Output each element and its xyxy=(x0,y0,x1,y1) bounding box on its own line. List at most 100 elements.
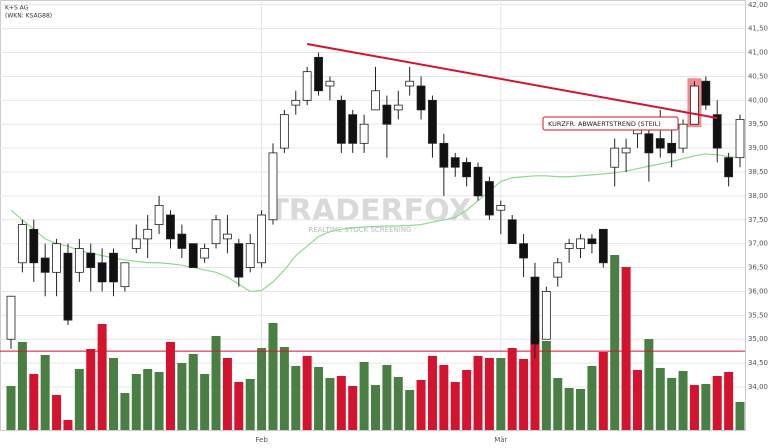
y-tick-label: 40,50 xyxy=(748,72,768,80)
chart-subtitle: (WKN: KSAG88) xyxy=(5,13,52,20)
watermark-sub: REALTIME STOCK SCREENING xyxy=(309,226,412,234)
chart-title: K+S AG xyxy=(5,5,29,12)
volume-bar xyxy=(462,370,472,430)
candle-body xyxy=(234,243,244,278)
volume-bar xyxy=(735,402,745,430)
volume-bar xyxy=(177,363,187,430)
trend-line xyxy=(306,42,718,119)
volume-bar xyxy=(644,339,654,430)
volume-bar xyxy=(667,378,677,430)
candle-body xyxy=(598,228,608,264)
candle-body xyxy=(587,238,597,245)
y-tick-label: 41,00 xyxy=(748,49,768,57)
candle-body xyxy=(428,99,437,144)
x-tick-label: Mär xyxy=(494,436,507,444)
volume-bar xyxy=(188,354,198,430)
candle-body xyxy=(245,243,255,268)
candle-body xyxy=(371,90,380,111)
y-tick-label: 41,50 xyxy=(748,25,768,33)
volume-bar xyxy=(382,365,392,430)
volume-bar xyxy=(120,393,130,430)
candle-body xyxy=(610,147,620,168)
volume-bar xyxy=(689,385,699,430)
candle-body xyxy=(735,119,745,159)
volume-bar xyxy=(6,386,16,430)
volume-bar xyxy=(154,372,164,430)
volume-bar xyxy=(211,336,221,430)
candle-body xyxy=(314,56,323,92)
volume-bar xyxy=(576,389,586,430)
candle-body xyxy=(450,157,460,168)
candle-body xyxy=(519,243,528,259)
candle-body xyxy=(405,80,415,87)
candle-body xyxy=(29,228,39,264)
moving-average xyxy=(10,153,741,293)
volume-bar xyxy=(29,374,39,430)
volume-bar xyxy=(393,377,403,430)
volume-bar xyxy=(598,352,608,430)
volume-bar xyxy=(302,356,312,430)
volume-bar xyxy=(359,362,369,430)
volume-bar xyxy=(165,342,175,430)
volume-bar xyxy=(291,366,301,430)
volume-bar xyxy=(245,379,255,430)
volume-bar xyxy=(610,255,620,430)
candle-body xyxy=(336,99,346,144)
candle-body xyxy=(63,252,73,321)
annotation-box xyxy=(542,116,679,131)
volume-bar xyxy=(200,374,210,430)
volume-bar xyxy=(724,372,734,430)
y-tick-label: 35,00 xyxy=(748,335,768,343)
candle-body xyxy=(325,80,335,87)
y-tick-label: 36,00 xyxy=(748,287,768,295)
candle-body xyxy=(223,233,232,240)
candle-body xyxy=(359,123,369,144)
volume-bar xyxy=(416,380,426,430)
volume-bar xyxy=(484,358,494,430)
volume-bar xyxy=(519,359,529,430)
volume-bar xyxy=(63,420,73,430)
candle-body xyxy=(131,238,141,249)
candle-body xyxy=(678,123,688,149)
candle-body xyxy=(291,99,301,106)
candle-body xyxy=(621,147,631,154)
candle-body xyxy=(257,214,266,264)
candle-body xyxy=(667,142,677,154)
candle-body xyxy=(439,142,449,168)
volume-bar xyxy=(496,358,506,430)
candle-body xyxy=(553,262,563,278)
y-tick-label: 37,00 xyxy=(748,240,768,248)
candle-body xyxy=(690,85,699,125)
volume-bar xyxy=(621,267,631,430)
volume-bar xyxy=(371,385,380,430)
volume-bar xyxy=(587,366,597,430)
volume-bar xyxy=(564,388,574,430)
volume-bar xyxy=(507,348,517,430)
annotation: KURZFR. ABWAERTSTREND (STEIL) xyxy=(548,120,661,128)
candle-body xyxy=(177,233,187,249)
volume-bar xyxy=(86,349,96,430)
candle-body xyxy=(393,104,403,111)
candle-body xyxy=(143,228,153,240)
candle-body xyxy=(268,152,278,221)
volume-bar xyxy=(553,378,563,430)
candle-body xyxy=(52,243,61,273)
candle-body xyxy=(74,248,84,273)
volume-bar xyxy=(222,358,232,430)
volume-bar xyxy=(427,356,437,430)
volume-bar xyxy=(632,370,642,430)
candle-body xyxy=(154,205,164,225)
candle-body xyxy=(120,262,130,288)
y-tick-label: 39,50 xyxy=(748,120,768,128)
candle-body xyxy=(40,257,50,273)
candle-body xyxy=(211,219,221,245)
volume-bar xyxy=(131,374,141,430)
candle-body xyxy=(462,162,472,178)
volume-bar xyxy=(40,355,50,430)
candle-body xyxy=(200,248,210,259)
candle-body xyxy=(348,114,358,144)
x-tick-label: Feb xyxy=(255,436,268,444)
candle-body xyxy=(724,157,734,178)
y-tick-label: 38,00 xyxy=(748,192,768,200)
